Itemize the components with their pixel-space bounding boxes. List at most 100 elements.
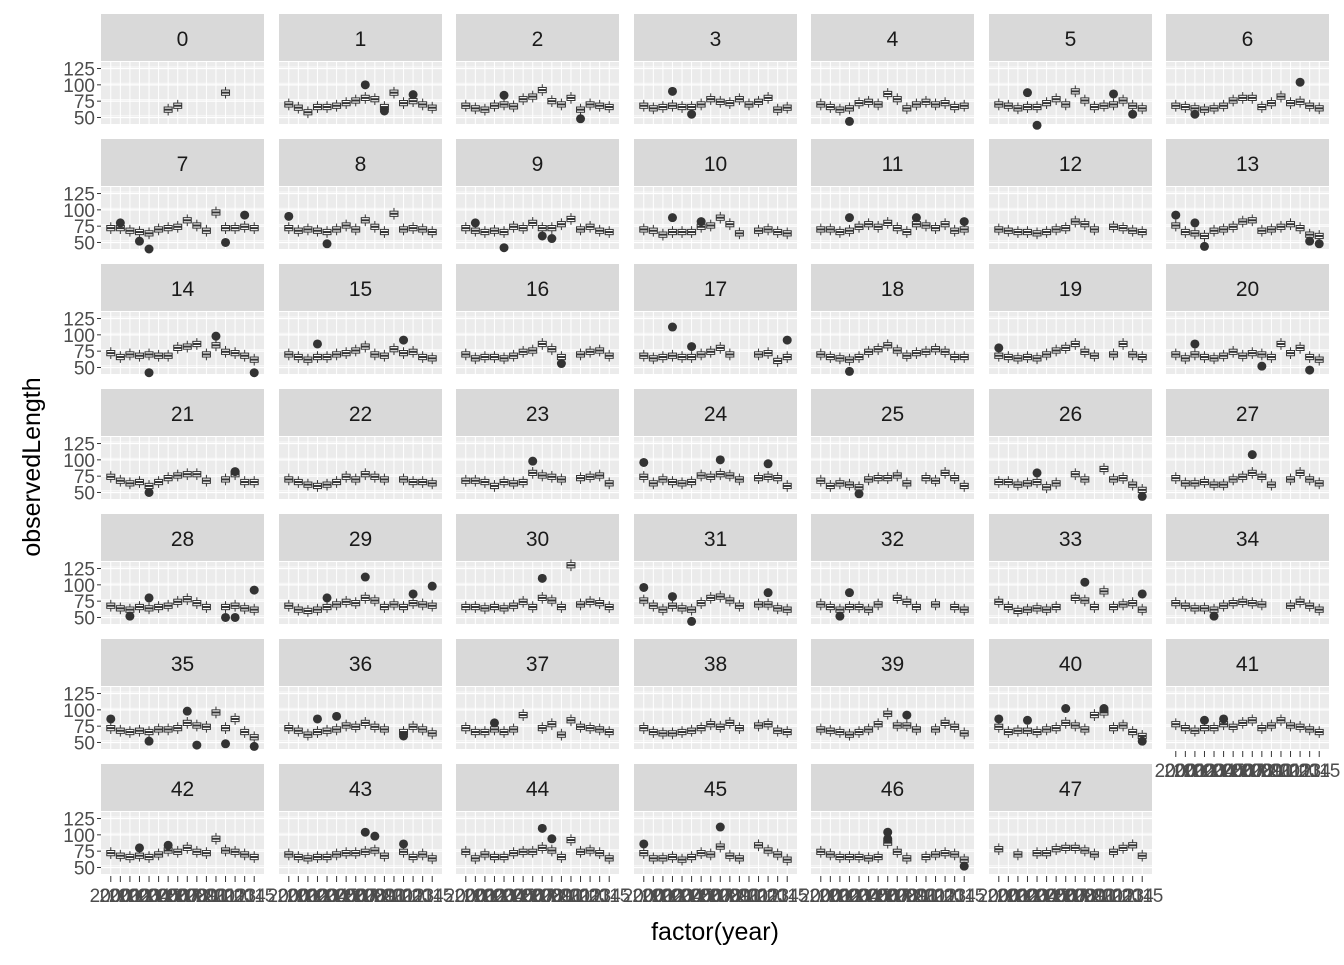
outlier-point xyxy=(1199,715,1209,725)
facet-panel: 4620002001200220032004200520062007200820… xyxy=(800,764,985,907)
x-tick-label: 2010 xyxy=(185,886,227,907)
x-tick-label: 2000 xyxy=(445,886,487,907)
panel-background xyxy=(279,187,442,249)
x-tick-label: 2012 xyxy=(1269,761,1311,782)
x-tick-label: 2009 xyxy=(176,886,218,907)
x-tick-label: 2001 xyxy=(809,886,851,907)
outlier-point xyxy=(489,718,499,728)
panel-background xyxy=(1166,562,1329,624)
facet-panel: 13 xyxy=(1166,139,1329,251)
panel-background xyxy=(811,812,974,874)
facet-panel: 4320002001200220032004200520062007200820… xyxy=(268,764,453,907)
facet-strip-label: 43 xyxy=(349,778,372,801)
facet-strip xyxy=(634,14,797,61)
y-tick-label: 75 xyxy=(74,842,95,863)
facet-panel: 27 xyxy=(1166,389,1329,499)
facet-strip xyxy=(279,139,442,186)
x-tick-label: 2015 xyxy=(1298,761,1340,782)
outlier-point xyxy=(696,217,706,227)
facet-strip xyxy=(101,264,264,311)
facet-strip-label: 14 xyxy=(171,278,195,301)
y-tick-label: 50 xyxy=(74,733,95,754)
x-tick-label: 2010 xyxy=(718,886,760,907)
panel-background xyxy=(1166,187,1329,249)
facet-panel: 25 xyxy=(811,389,974,499)
outlier-point xyxy=(230,612,240,622)
x-tick-label: 2014 xyxy=(1289,761,1332,782)
x-tick-label: 2003 xyxy=(828,886,870,907)
y-tick-label: 125 xyxy=(63,435,95,456)
facet-panel: 9 xyxy=(456,139,619,253)
panel-background xyxy=(279,812,442,874)
facet-strip xyxy=(634,264,797,311)
outlier-point xyxy=(1022,88,1032,98)
panel-background xyxy=(101,562,264,624)
facet-strip xyxy=(101,639,264,686)
panel-background xyxy=(456,812,619,874)
facet-strip-label: 46 xyxy=(881,778,904,801)
outlier-point xyxy=(360,80,370,90)
x-tick-label: 2007 xyxy=(335,886,377,907)
panel-background xyxy=(989,62,1152,124)
x-tick-label: 2007 xyxy=(1045,886,1087,907)
outlier-point xyxy=(144,244,154,254)
facet-strip-label: 12 xyxy=(1059,153,1082,176)
outlier-point xyxy=(249,585,259,595)
facet-panel: 22 xyxy=(279,389,442,499)
facet-strip-label: 7 xyxy=(177,153,189,176)
outlier-point xyxy=(134,843,144,853)
facet-strip xyxy=(456,389,619,436)
outlier-point xyxy=(844,213,854,223)
outlier-point xyxy=(537,573,547,583)
y-tick-label: 100 xyxy=(63,701,95,722)
x-tick-label: 2013 xyxy=(214,886,256,907)
panel-background xyxy=(101,312,264,374)
panel-background xyxy=(634,812,797,874)
outlier-point xyxy=(687,109,697,119)
facet-panel: 29 xyxy=(279,514,442,624)
x-tick-label: 2013 xyxy=(569,886,611,907)
facet-strip xyxy=(279,639,442,686)
x-tick-label: 2009 xyxy=(709,886,751,907)
x-tick-label: 2012 xyxy=(382,886,424,907)
y-tick-label: 125 xyxy=(63,560,95,581)
outlier-point xyxy=(763,588,773,598)
facet-panel: 4720002001200220032004200520062007200820… xyxy=(978,764,1163,907)
x-tick-label: 2011 xyxy=(551,886,592,907)
facet-strip-label: 29 xyxy=(349,528,372,551)
facet-panel: 4420002001200220032004200520062007200820… xyxy=(445,764,630,907)
x-tick-label: 2002 xyxy=(287,886,329,907)
outlier-point xyxy=(1137,736,1147,746)
panel-background xyxy=(811,687,974,749)
x-tick-label: 2002 xyxy=(642,886,684,907)
y-tick-label: 100 xyxy=(63,76,95,97)
outlier-point xyxy=(1199,241,1209,251)
facet-panel: 3 xyxy=(634,14,797,124)
panel-background xyxy=(279,687,442,749)
x-tick-label: 2006 xyxy=(1212,761,1254,782)
outlier-point xyxy=(322,593,332,603)
outlier-point xyxy=(639,839,649,849)
x-tick-label: 2005 xyxy=(492,886,534,907)
x-tick-label: 2007 xyxy=(512,886,554,907)
x-tick-label: 2007 xyxy=(690,886,732,907)
y-tick-label: 100 xyxy=(63,826,95,847)
outlier-point xyxy=(556,359,566,369)
x-tick-label: 2004 xyxy=(1193,761,1236,782)
x-tick-label: 2009 xyxy=(1064,886,1106,907)
facet-panel: 19 xyxy=(989,264,1152,374)
facet-panel: 33 xyxy=(989,514,1152,624)
outlier-point xyxy=(249,368,259,378)
facet-strip-label: 42 xyxy=(171,778,194,801)
outlier-point xyxy=(1219,714,1229,724)
x-tick-label: 2005 xyxy=(847,886,889,907)
x-tick-label: 2000 xyxy=(800,886,842,907)
x-tick-label: 2003 xyxy=(651,886,693,907)
outlier-point xyxy=(1295,77,1305,87)
outlier-point xyxy=(537,231,547,241)
facet-strip-label: 39 xyxy=(881,653,904,676)
facet-strip xyxy=(989,389,1152,436)
outlier-point xyxy=(221,237,231,247)
outlier-point xyxy=(835,611,845,621)
